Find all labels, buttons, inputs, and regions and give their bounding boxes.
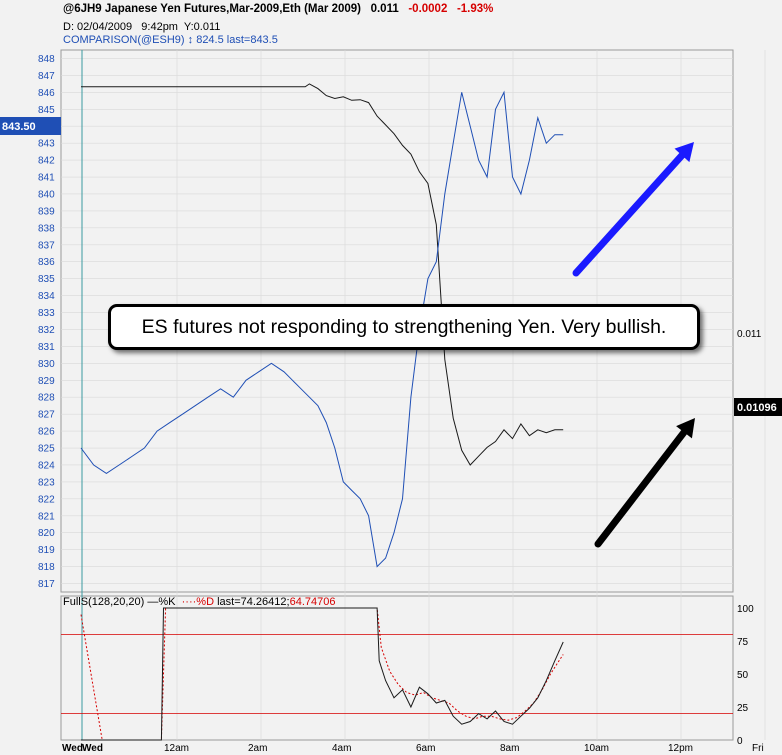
es-last-marker-box (0, 117, 61, 135)
left-tick-label: 832 (38, 325, 55, 336)
symbol-header: @6JH9 Japanese Yen Futures,Mar-2009,Eth … (63, 3, 493, 15)
x-tick-label: 12pm (668, 743, 693, 754)
blue-arrow (572, 142, 694, 277)
left-tick-label: 831 (38, 342, 55, 353)
left-tick-label: 834 (38, 291, 55, 302)
indicator-d-label: %D (196, 596, 215, 608)
x-tick-label: Wed (62, 743, 83, 754)
stoch-k-line (81, 607, 564, 741)
indicator-tick-label: 0 (737, 736, 743, 747)
es-last-marker: 843.50 (2, 121, 36, 133)
x-tick-label: Fri (752, 743, 764, 754)
left-tick-label: 833 (38, 308, 55, 319)
left-tick-label: 838 (38, 223, 55, 234)
es-series-line (80, 90, 564, 568)
left-tick-label: 845 (38, 105, 55, 116)
left-tick-label: 820 (38, 528, 55, 539)
indicator-k-label: %K (158, 596, 176, 608)
indicator-last2: 64.74706 (289, 596, 336, 608)
left-tick-label: 823 (38, 477, 55, 488)
left-tick-label: 824 (38, 460, 55, 471)
left-tick-label: 847 (38, 71, 55, 82)
indicator-tick-label: 75 (737, 637, 749, 648)
left-tick-label: 817 (38, 579, 55, 590)
date-line: D: 02/04/2009 9:42pm Y:0.011 (63, 21, 221, 33)
left-tick-label: 819 (38, 545, 55, 556)
left-tick-label: 836 (38, 257, 55, 268)
indicator-last: last=74.26412; (217, 596, 290, 608)
yen-series-line (81, 83, 564, 466)
left-tick-label: 822 (38, 494, 55, 505)
x-tick-label: 12am (164, 743, 189, 754)
price-change-pct: -1.93% (456, 3, 494, 15)
symbol-title: @6JH9 Japanese Yen Futures,Mar-2009,Eth … (63, 3, 361, 15)
left-tick-label: 830 (38, 359, 55, 370)
left-tick-label: 827 (38, 410, 55, 421)
left-tick-label: 821 (38, 511, 55, 522)
yen-last-marker-box (734, 398, 782, 416)
black-arrow (594, 418, 695, 548)
x-tick-label: 4am (332, 743, 351, 754)
left-tick-label: 829 (38, 376, 55, 387)
left-tick-label: 837 (38, 240, 55, 251)
indicator-label: FullS(128,20,20) —%K ····%D last=74.2641… (63, 596, 336, 608)
x-tick-label: 6am (416, 743, 435, 754)
x-tick-label: 8am (500, 743, 519, 754)
indicator-tick-label: 100 (737, 604, 754, 615)
comparison-line: COMPARISON(@ESH9) ↕ 824.5 last=843.5 (63, 34, 278, 46)
indicator-name: FullS(128,20,20) (63, 596, 145, 608)
x-tick-label: 10am (584, 743, 609, 754)
right-tick-label: 0.011 (737, 329, 762, 340)
left-tick-label: 848 (38, 54, 55, 65)
left-tick-label: 818 (38, 562, 55, 573)
yen-last-marker: 0.01096 (737, 402, 777, 414)
left-tick-label: 828 (38, 393, 55, 404)
last-price: 0.011 (370, 3, 399, 15)
price-change: -0.0002 (408, 3, 448, 15)
left-tick-label: 835 (38, 274, 55, 285)
left-tick-label: 826 (38, 427, 55, 438)
annotation-callout: ES futures not responding to strengtheni… (108, 304, 700, 350)
left-tick-label: 843 (38, 139, 55, 150)
indicator-tick-label: 50 (737, 670, 749, 681)
x-tick-label: 2am (248, 743, 267, 754)
indicator-plot-area (60, 595, 734, 741)
x-tick-label: Wed (82, 743, 103, 754)
left-tick-label: 842 (38, 156, 55, 167)
left-tick-label: 846 (38, 88, 55, 99)
left-tick-label: 841 (38, 173, 55, 184)
indicator-tick-label: 25 (737, 703, 749, 714)
left-tick-label: 839 (38, 206, 55, 217)
left-tick-label: 840 (38, 189, 55, 200)
left-tick-label: 825 (38, 444, 55, 455)
